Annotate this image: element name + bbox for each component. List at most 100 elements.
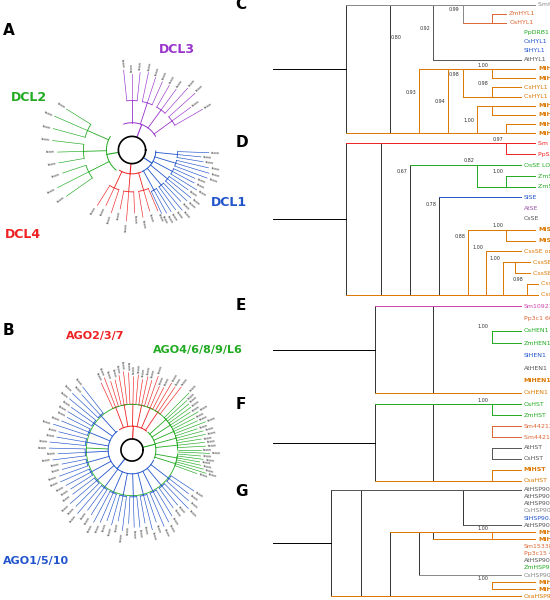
Text: Sm442126: Sm442126 bbox=[524, 424, 550, 428]
Text: DCL4: DCL4 bbox=[6, 228, 41, 241]
Text: taxon: taxon bbox=[210, 166, 220, 172]
Text: taxon: taxon bbox=[163, 377, 170, 386]
Text: AtHSP90.4: AtHSP90.4 bbox=[524, 559, 550, 563]
Text: OsHYL1: OsHYL1 bbox=[509, 20, 534, 25]
Text: taxon: taxon bbox=[191, 404, 201, 413]
Text: taxon: taxon bbox=[139, 61, 144, 70]
Text: G: G bbox=[235, 484, 248, 499]
Text: OsSE LOC_Os08g40560.1: OsSE LOC_Os08g40560.1 bbox=[524, 162, 550, 168]
Text: taxon: taxon bbox=[178, 506, 186, 515]
Text: taxon: taxon bbox=[189, 190, 199, 198]
Text: taxon: taxon bbox=[158, 375, 166, 385]
Text: taxon: taxon bbox=[60, 488, 70, 497]
Text: CsHSP90: CsHSP90 bbox=[524, 508, 550, 514]
Text: taxon: taxon bbox=[114, 523, 120, 532]
Text: DCL1: DCL1 bbox=[211, 196, 248, 209]
Text: 1.00: 1.00 bbox=[492, 223, 503, 228]
Text: taxon: taxon bbox=[98, 367, 106, 376]
Text: AGO4/6/8/9/L6: AGO4/6/8/9/L6 bbox=[153, 344, 243, 355]
Text: taxon: taxon bbox=[41, 458, 51, 463]
Text: taxon: taxon bbox=[199, 415, 208, 422]
Text: SlHYL1: SlHYL1 bbox=[524, 48, 546, 53]
Text: ZmHYL1: ZmHYL1 bbox=[509, 11, 536, 16]
Text: taxon: taxon bbox=[43, 110, 53, 117]
Text: taxon: taxon bbox=[107, 527, 113, 536]
Text: CsHSP90: CsHSP90 bbox=[524, 572, 550, 578]
Text: taxon: taxon bbox=[208, 472, 217, 479]
Text: taxon: taxon bbox=[204, 436, 213, 440]
Text: taxon: taxon bbox=[191, 197, 201, 206]
Text: taxon: taxon bbox=[170, 212, 179, 222]
Text: taxon: taxon bbox=[73, 385, 82, 394]
Text: F: F bbox=[235, 397, 245, 412]
Text: taxon: taxon bbox=[212, 451, 221, 456]
Text: 1.00: 1.00 bbox=[478, 576, 489, 581]
Text: taxon: taxon bbox=[69, 514, 78, 523]
Text: taxon: taxon bbox=[94, 524, 101, 533]
Text: taxon: taxon bbox=[111, 368, 117, 378]
Text: taxon: taxon bbox=[144, 525, 149, 535]
Text: MiSE1: MiSE1 bbox=[538, 238, 550, 243]
Text: 0.88: 0.88 bbox=[455, 234, 465, 239]
Text: 1.00: 1.00 bbox=[492, 169, 503, 174]
Text: A: A bbox=[3, 23, 14, 38]
Text: MiHSP90.5: MiHSP90.5 bbox=[538, 580, 550, 584]
Text: taxon: taxon bbox=[115, 364, 120, 373]
Text: taxon: taxon bbox=[172, 517, 179, 526]
Text: 0.93: 0.93 bbox=[405, 90, 416, 95]
Text: taxon: taxon bbox=[195, 490, 204, 499]
Text: MiHYL1b: MiHYL1b bbox=[538, 122, 550, 127]
Text: taxon: taxon bbox=[95, 372, 102, 382]
Text: SlHSP90.1: SlHSP90.1 bbox=[524, 515, 550, 521]
Text: taxon: taxon bbox=[163, 528, 170, 538]
Text: 1.00: 1.00 bbox=[478, 526, 489, 531]
Text: taxon: taxon bbox=[74, 377, 83, 386]
Text: taxon: taxon bbox=[132, 530, 136, 539]
Text: taxon: taxon bbox=[51, 468, 60, 475]
Text: taxon: taxon bbox=[101, 522, 108, 532]
Text: AtHST: AtHST bbox=[524, 445, 543, 451]
Text: MiHST: MiHST bbox=[524, 467, 546, 472]
Text: 0.67: 0.67 bbox=[397, 169, 407, 174]
Text: taxon: taxon bbox=[61, 400, 70, 408]
Text: taxon: taxon bbox=[67, 506, 76, 516]
Text: taxon: taxon bbox=[189, 501, 198, 509]
Text: taxon: taxon bbox=[181, 377, 190, 386]
Text: taxon: taxon bbox=[196, 178, 206, 185]
Text: taxon: taxon bbox=[211, 172, 221, 178]
Text: taxon: taxon bbox=[120, 59, 125, 68]
Text: OsHEN1: OsHEN1 bbox=[524, 328, 549, 334]
Text: AtHSP90.1: AtHSP90.1 bbox=[524, 523, 550, 527]
Text: Sm153384: Sm153384 bbox=[524, 544, 550, 549]
Text: taxon: taxon bbox=[203, 155, 212, 160]
Text: PpSE 3c16_11390V3.3p: PpSE 3c16_11390V3.3p bbox=[538, 151, 550, 157]
Text: CsHEN1: CsHEN1 bbox=[524, 391, 549, 395]
Text: MiHSP90.2: MiHSP90.2 bbox=[538, 530, 550, 535]
Text: B: B bbox=[3, 323, 14, 338]
Text: 1.00: 1.00 bbox=[478, 324, 489, 329]
Text: Sm109211: Sm109211 bbox=[524, 304, 550, 308]
Text: taxon: taxon bbox=[133, 215, 137, 224]
Text: taxon: taxon bbox=[175, 211, 184, 220]
Text: taxon: taxon bbox=[51, 463, 60, 468]
Text: SmHYL1 421581: SmHYL1 421581 bbox=[538, 2, 550, 7]
Text: taxon: taxon bbox=[51, 172, 61, 179]
Text: taxon: taxon bbox=[168, 523, 175, 533]
Text: MiSE2: MiSE2 bbox=[538, 227, 550, 232]
Text: taxon: taxon bbox=[39, 439, 48, 444]
Text: taxon: taxon bbox=[205, 426, 214, 432]
Text: taxon: taxon bbox=[205, 458, 214, 463]
Text: taxon: taxon bbox=[79, 511, 88, 520]
Text: 1.00: 1.00 bbox=[478, 62, 489, 68]
Text: taxon: taxon bbox=[182, 211, 191, 220]
Text: taxon: taxon bbox=[204, 102, 213, 110]
Text: MiHSP90.4: MiHSP90.4 bbox=[538, 587, 550, 592]
Text: taxon: taxon bbox=[119, 533, 124, 542]
Text: taxon: taxon bbox=[138, 529, 143, 538]
Text: taxon: taxon bbox=[100, 206, 107, 217]
Text: taxon: taxon bbox=[151, 532, 157, 541]
Text: 0.92: 0.92 bbox=[420, 26, 431, 31]
Text: 1.00: 1.00 bbox=[463, 118, 474, 123]
Text: 0.97: 0.97 bbox=[493, 137, 503, 142]
Text: taxon: taxon bbox=[38, 446, 47, 450]
